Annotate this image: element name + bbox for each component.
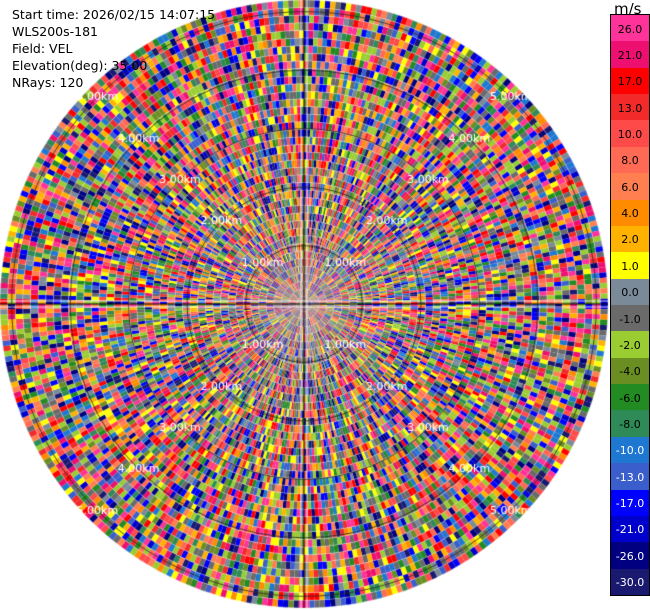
- elevation-label: Elevation(deg): 35.00: [12, 58, 148, 73]
- colorbar-segment: [611, 489, 649, 517]
- colorbar-segment: [611, 463, 649, 491]
- info-block: Start time: 2026/02/15 14:07:15 WLS200s-…: [12, 6, 215, 91]
- colorbar-segment: [611, 410, 649, 438]
- colorbar-segment: [611, 331, 649, 359]
- colorbar-segment: [611, 41, 649, 69]
- colorbar-segment: [611, 515, 649, 543]
- field-label: Field: VEL: [12, 41, 73, 56]
- colorbar-unit: m/s: [614, 0, 642, 18]
- colorbar-segment: [611, 173, 649, 201]
- colorbar-segment: [611, 305, 649, 332]
- colorbar: 26.0 21.0 17.0 13.0 10.0 8.0 6.0 4.0 2.0 1.0 0.0 -1…: [610, 14, 650, 596]
- colorbar-segment: [611, 542, 649, 570]
- colorbar-segment: [611, 252, 649, 280]
- colorbar-segment: [611, 436, 649, 464]
- colorbar-segment: [611, 15, 649, 42]
- colorbar-segment: [611, 568, 649, 596]
- colorbar-segment: [611, 357, 649, 385]
- site-label: WLS200s-181: [12, 24, 98, 39]
- colorbar-segment: [611, 278, 649, 306]
- colorbar-segment: [611, 67, 649, 95]
- colorbar-segment: [611, 120, 649, 148]
- colorbar-segment: [611, 384, 649, 411]
- ppi-plot: [0, 0, 610, 610]
- colorbar-segment: [611, 146, 649, 174]
- colorbar-segment: [611, 94, 649, 121]
- colorbar-segment: [611, 225, 649, 253]
- colorbar-segment: [611, 199, 649, 227]
- nrays-label: NRays: 120: [12, 75, 84, 90]
- start-time-label: Start time: 2026/02/15 14:07:15: [12, 7, 216, 22]
